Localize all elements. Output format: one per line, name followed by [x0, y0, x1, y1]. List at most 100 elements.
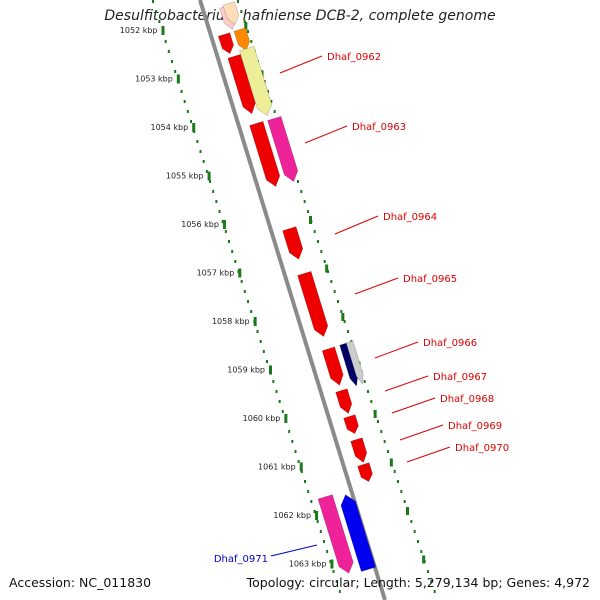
gene-label[interactable]: Dhaf_0970	[455, 443, 509, 454]
scale-dot	[171, 60, 173, 63]
scale-tick-label: 1057 kbp	[197, 269, 235, 278]
scale-dot	[313, 230, 316, 233]
scale-dot	[343, 320, 346, 323]
scale-tick	[244, 22, 248, 30]
cds-feature[interactable]	[321, 346, 344, 386]
scale-dot	[291, 440, 294, 443]
gene-label[interactable]: Dhaf_0966	[423, 338, 477, 349]
cds-feature[interactable]	[345, 340, 364, 385]
scale-dot	[410, 520, 413, 523]
scale-tick	[299, 462, 303, 472]
scale-dot	[202, 160, 205, 163]
scale-dot	[319, 530, 322, 533]
scale-dot	[155, 10, 158, 13]
scale-dot	[218, 210, 221, 213]
scale-dot	[347, 330, 349, 333]
scale-tick	[222, 220, 226, 229]
cds-feature[interactable]	[222, 1, 240, 25]
label-leader-line	[391, 397, 436, 414]
cds-feature[interactable]	[233, 27, 251, 51]
label-leaders	[270, 55, 451, 557]
cds-feature[interactable]	[335, 388, 353, 414]
scale-dot	[272, 380, 275, 383]
scale-dot	[266, 360, 268, 363]
scale-dot	[234, 260, 237, 263]
scale-dot	[417, 540, 419, 543]
scale-dot	[212, 190, 215, 193]
gene-label[interactable]: Dhaf_0969	[448, 421, 502, 432]
scale-dot	[152, 0, 154, 3]
scale-ticks: 1052 kbp 1053 kbp 1054 kbp 1055 kbp 1056 kbp…	[120, 22, 426, 569]
scale-dot	[275, 390, 278, 393]
scale-tick	[176, 74, 180, 84]
scale-dot	[413, 530, 416, 533]
cds-feature[interactable]	[217, 32, 234, 55]
cds-feature[interactable]	[317, 494, 354, 574]
label-leader-line	[334, 215, 379, 235]
gene-label[interactable]: Dhaf_0962	[327, 52, 381, 63]
label-leader-line	[304, 125, 348, 144]
scale-dot	[310, 500, 313, 503]
scale-dot	[262, 350, 265, 353]
cds-feature[interactable]	[249, 121, 281, 187]
scale-dot	[281, 410, 284, 413]
label-leader-line	[406, 446, 451, 463]
scale-dot	[427, 570, 429, 573]
cds-feature[interactable]	[340, 494, 377, 572]
accession-text: Accession: NC_011830	[9, 575, 152, 590]
cds-feature[interactable]	[227, 54, 256, 115]
scale-dot	[370, 400, 373, 403]
scale-dot	[196, 140, 199, 143]
scale-tick-label: 1056 kbp	[181, 220, 219, 229]
scale-dot	[294, 450, 297, 453]
scale-dot	[174, 70, 177, 73]
scale-dot	[320, 250, 323, 253]
gene-label[interactable]: Dhaf_0965	[403, 274, 457, 285]
scale-dot	[240, 10, 243, 13]
scale-dot	[430, 580, 433, 583]
scale-dot	[332, 570, 335, 573]
scale-tick-label: 1052 kbp	[120, 26, 158, 35]
cds-feature[interactable]	[282, 226, 304, 260]
cds-feature[interactable]	[267, 116, 299, 182]
scale-tick	[253, 317, 257, 326]
scale-dot	[278, 400, 281, 403]
gene-label[interactable]: Dhaf_0971	[214, 554, 268, 565]
scale-tick-label: 1053 kbp	[135, 75, 173, 84]
scale-dot	[221, 220, 224, 223]
scale-tick	[161, 26, 165, 35]
scale-dot	[387, 450, 389, 453]
scale-tick-label: 1060 kbp	[243, 414, 281, 423]
gene-label[interactable]: Dhaf_0968	[440, 394, 494, 405]
scale-dot	[377, 420, 379, 423]
label-leader-line	[354, 277, 399, 295]
gene-label[interactable]: Dhaf_0963	[352, 122, 406, 133]
label-leader-line	[384, 375, 429, 392]
cds-feature[interactable]	[350, 437, 368, 463]
scale-dot	[256, 330, 259, 333]
gene-label[interactable]: Dhaf_0967	[433, 372, 487, 383]
cds-feature[interactable]	[343, 414, 359, 435]
scale-dot	[243, 20, 246, 23]
scale-tick-label: 1054 kbp	[151, 123, 189, 132]
label-leader-line	[399, 424, 444, 441]
genome-backbone	[198, 0, 387, 600]
cds-feature[interactable]	[239, 45, 273, 116]
cds-features	[217, 1, 377, 574]
scale-dot	[240, 280, 243, 283]
scale-dot	[323, 260, 326, 263]
scale-tick	[330, 559, 334, 569]
gene-label[interactable]: Dhaf_0964	[383, 212, 437, 223]
cds-feature[interactable]	[357, 462, 373, 483]
gene-labels: Dhaf_0962 Dhaf_0963 Dhaf_0964 Dhaf_0965 Dhaf…	[214, 52, 509, 565]
scale-dot	[297, 460, 300, 463]
scale-dot	[205, 170, 208, 173]
scale-tick	[422, 555, 426, 564]
scale-dot	[316, 520, 319, 523]
scale-dot	[297, 180, 299, 183]
scale-dot	[383, 440, 386, 443]
cds-feature[interactable]	[297, 271, 329, 337]
scale-tick	[238, 268, 242, 278]
scale-dot	[259, 340, 262, 343]
